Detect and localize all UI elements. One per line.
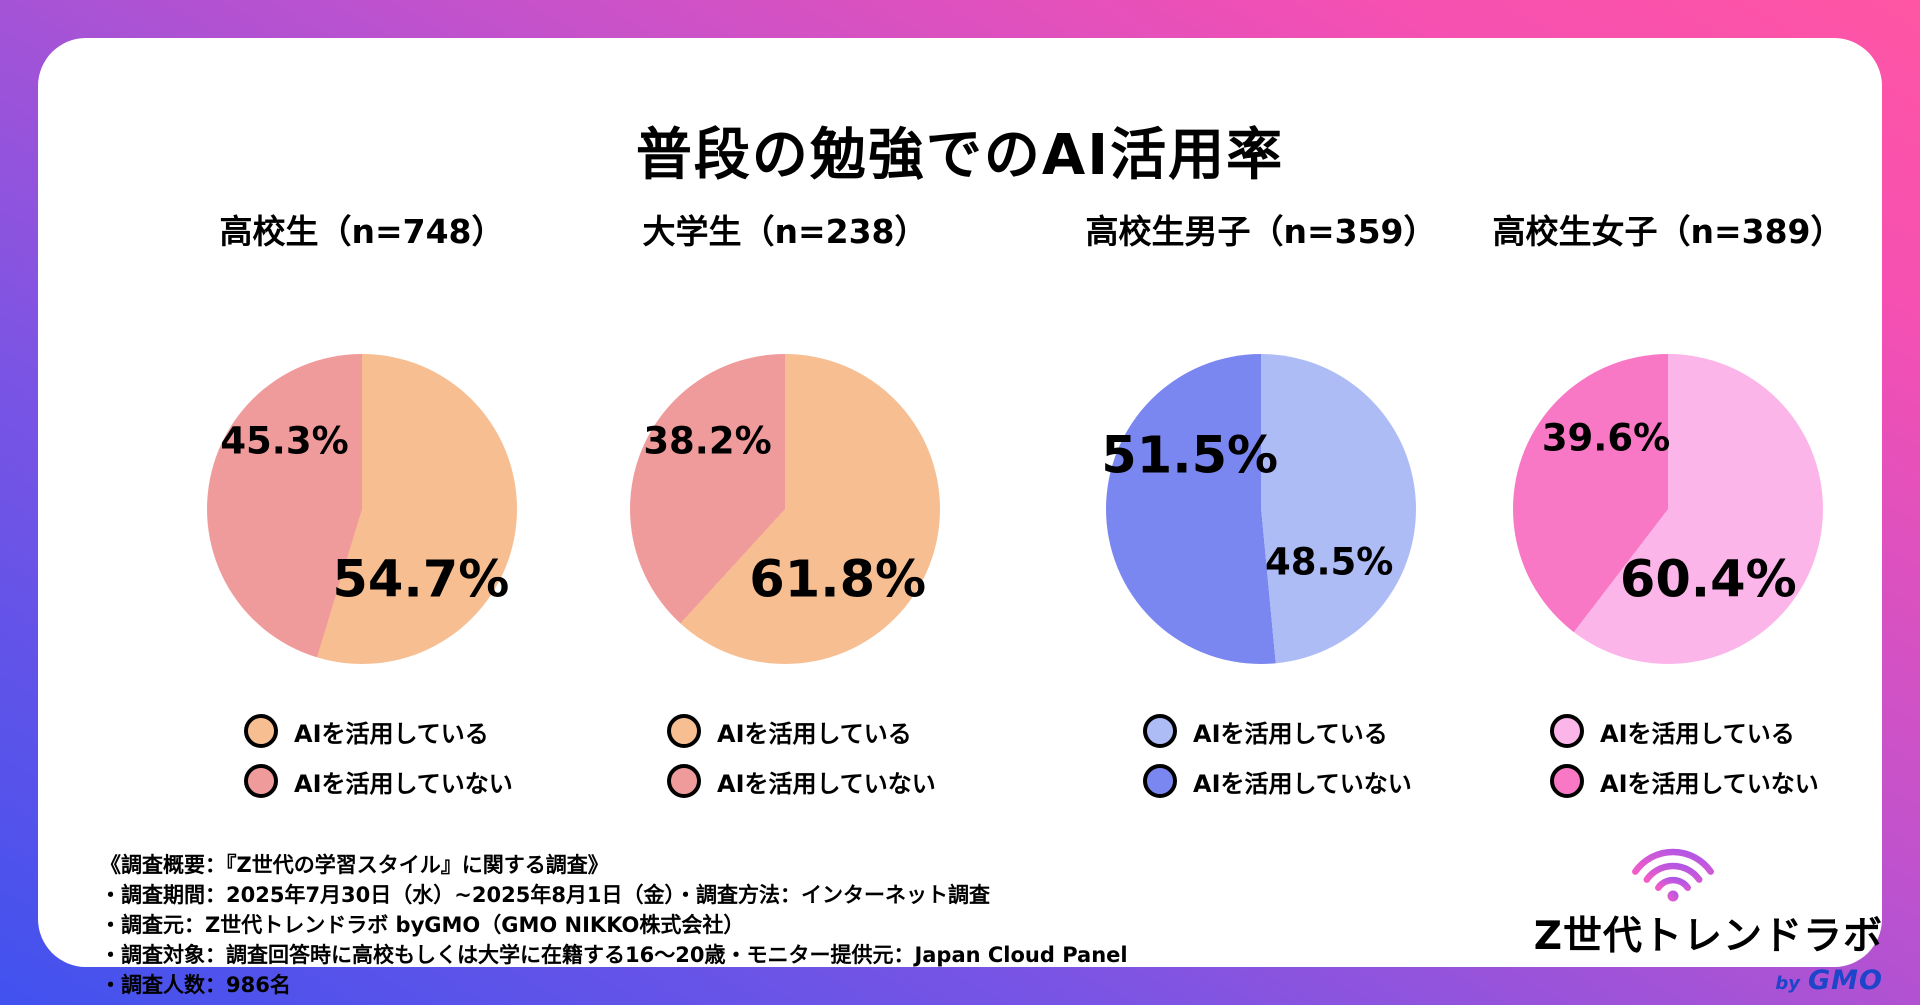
survey-period-method: ・調査期間：2025年7月30日（水）~2025年8月1日（金）・調査方法：イン…: [100, 883, 991, 907]
legend-item-not-using: AIを活用していない: [244, 756, 542, 806]
chart-header-highschool: 高校生（n=748）: [219, 212, 505, 251]
pie-highschool-boys: 51.5% 48.5%: [1101, 354, 1416, 664]
signal-arcs-icon: [1632, 848, 1714, 902]
legend-label-using: AIを活用している: [1193, 719, 1388, 748]
slice-label-using: 61.8%: [749, 550, 927, 610]
legend-swatch-not-using: [1143, 764, 1177, 798]
survey-source: ・調査元：Z世代トレンドラボ byGMO（GMO NIKKO株式会社）: [100, 913, 745, 937]
pie-highschool: 45.3% 54.7%: [207, 354, 517, 664]
pie-chart-university: 大学生（n=238） 38.2% 61.8% AIを活用している AIを活用して…: [605, 210, 965, 806]
logo-brand-text: Z世代トレンドラボ: [1533, 914, 1883, 959]
legend-item-not-using: AIを活用していない: [1550, 756, 1848, 806]
legend-item-using: AIを活用している: [1550, 706, 1848, 756]
slice-label-using: 54.7%: [332, 550, 510, 610]
legend-swatch-using: [1143, 714, 1177, 748]
legend-item-using: AIを活用している: [667, 706, 965, 756]
chart-header-university: 大学生（n=238）: [642, 212, 928, 251]
legend-swatch-not-using: [244, 764, 278, 798]
slice-label-using: 48.5%: [1265, 540, 1394, 584]
survey-overview: 《調査概要：『Z世代の学習スタイル』に関する調査》: [100, 853, 609, 877]
legend-label-not-using: AIを活用していない: [294, 769, 513, 798]
page-title: 普段の勉強でのAI活用率: [635, 123, 1285, 188]
legend-highschool: AIを活用している AIを活用していない: [244, 706, 542, 806]
legend-item-not-using: AIを活用していない: [1143, 756, 1441, 806]
legend-item-using: AIを活用している: [1143, 706, 1441, 756]
pie-chart-highschool-boys: 高校生男子（n=359） 51.5% 48.5% AIを活用している AIを活用…: [1081, 210, 1441, 806]
pie-chart-highschool: 高校生（n=748） 45.3% 54.7% AIを活用している AIを活用して…: [182, 210, 542, 806]
logo-by-text: by: [1775, 973, 1801, 994]
legend-swatch-using: [1550, 714, 1584, 748]
legend-university: AIを活用している AIを活用していない: [667, 706, 965, 806]
pie-highschool-girls: 39.6% 60.4%: [1513, 354, 1823, 664]
legend-label-not-using: AIを活用していない: [717, 769, 936, 798]
chart-header-highschool-boys: 高校生男子（n=359）: [1085, 212, 1437, 251]
survey-notes: 《調査概要：『Z世代の学習スタイル』に関する調査》 ・調査期間：2025年7月3…: [100, 850, 1150, 1000]
logo-byline: by GMO: [1493, 965, 1883, 996]
legend-swatch-using: [667, 714, 701, 748]
chart-header-highschool-girls: 高校生女子（n=389）: [1492, 212, 1844, 251]
legend-label-using: AIを活用している: [717, 719, 912, 748]
legend-swatch-using: [244, 714, 278, 748]
pie-university: 38.2% 61.8%: [630, 354, 940, 664]
legend-highschool-boys: AIを活用している AIを活用していない: [1143, 706, 1441, 806]
gmo-logo-text: GMO: [1808, 965, 1883, 996]
legend-label-not-using: AIを活用していない: [1600, 769, 1819, 798]
content-card: 普段の勉強でのAI活用率 高校生（n=748） 45.3% 54.7% AIを活…: [38, 38, 1882, 997]
pie-chart-highschool-girls: 高校生女子（n=389） 39.6% 60.4% AIを活用している AIを活用…: [1488, 210, 1848, 806]
brand-logo: Z世代トレンドラボ by GMO: [1493, 833, 1883, 996]
legend-label-not-using: AIを活用していない: [1193, 769, 1412, 798]
survey-count: ・調査人数：986名: [100, 973, 291, 997]
legend-swatch-not-using: [1550, 764, 1584, 798]
legend-item-not-using: AIを活用していない: [667, 756, 965, 806]
slice-label-not-using: 39.6%: [1541, 416, 1671, 460]
slice-label-not-using: 38.2%: [643, 419, 772, 463]
legend-item-using: AIを活用している: [244, 706, 542, 756]
legend-highschool-girls: AIを活用している AIを活用していない: [1550, 706, 1848, 806]
slice-label-using: 60.4%: [1619, 550, 1797, 610]
legend-swatch-not-using: [667, 764, 701, 798]
legend-label-using: AIを活用している: [294, 719, 489, 748]
legend-label-using: AIを活用している: [1600, 719, 1795, 748]
slice-label-not-using: 51.5%: [1101, 426, 1279, 486]
survey-target: ・調査対象：調査回答時に高校もしくは大学に在籍する16～20歳・モニター提供元：…: [100, 943, 1128, 967]
slice-label-not-using: 45.3%: [220, 419, 349, 463]
